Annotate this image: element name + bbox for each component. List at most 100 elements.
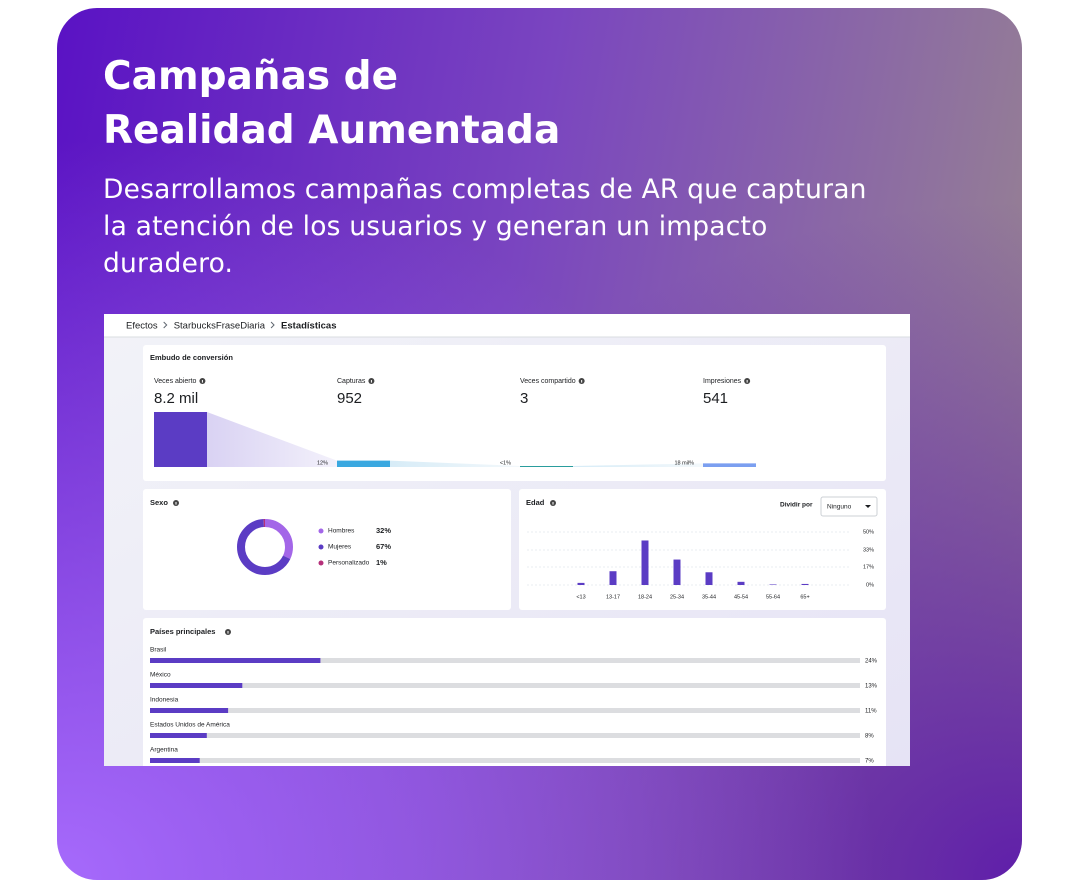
country-value: 24% <box>865 659 878 665</box>
metric-label: Impresiones <box>703 378 742 385</box>
country-name: Indonesia <box>150 697 179 704</box>
split-value[interactable]: Ninguno <box>827 504 852 511</box>
x-tick-label: 13-17 <box>606 594 620 600</box>
age-bar <box>769 584 777 585</box>
breadcrumb-link: StarbucksFraseDiaria <box>174 321 266 332</box>
legend-name: Hombres <box>328 528 355 535</box>
conversion-rate: 18 mil% <box>674 460 694 466</box>
country-track <box>150 758 860 763</box>
age-bar <box>609 571 617 585</box>
screenshot: Efectos StarbucksFraseDiaria Estadísticas E… <box>104 314 910 766</box>
metric-label: Capturas <box>337 378 366 385</box>
legend-dot <box>318 560 324 566</box>
country-track <box>150 658 860 663</box>
title-line: Campañas de <box>103 54 399 99</box>
breadcrumb-bar <box>104 314 910 337</box>
x-tick-label: <13 <box>576 594 585 600</box>
y-tick-label: 17% <box>863 564 874 570</box>
chevron <box>270 321 275 329</box>
age-bar <box>737 581 745 585</box>
donut-segment <box>237 519 293 575</box>
dropdown-caret <box>865 505 871 508</box>
conversion-rate: <1% <box>500 460 511 466</box>
country-bar <box>150 658 321 663</box>
panel-title: Sexo <box>150 498 168 507</box>
country-value: 13% <box>865 684 878 690</box>
legend-value: 67% <box>376 542 391 551</box>
country-value: 11% <box>865 709 877 715</box>
info-icon-mark <box>201 380 203 383</box>
country-name: Brasil <box>150 647 167 654</box>
country-bar <box>150 708 229 713</box>
info-icon-mark <box>370 380 372 383</box>
funnel-bar <box>337 460 390 467</box>
panel-title: Edad <box>526 498 545 507</box>
subtitle-line: duradero. <box>103 248 234 279</box>
age-bar <box>641 540 649 585</box>
info-icon-mark <box>175 502 177 505</box>
country-name: México <box>150 672 171 679</box>
country-name: Estados Unidos de América <box>150 722 230 729</box>
legend-value: 32% <box>376 526 391 535</box>
panel <box>143 618 886 766</box>
info-icon-mark <box>552 502 554 505</box>
split-label: Dividir por <box>780 502 813 509</box>
y-tick-label: 0% <box>866 582 874 588</box>
country-track <box>150 683 860 688</box>
metric-label: Veces abierto <box>154 378 197 385</box>
metric-value: 952 <box>337 390 362 407</box>
conversion-rate: 12% <box>317 460 328 466</box>
country-bar <box>150 758 200 763</box>
age-bar <box>577 582 585 585</box>
legend-dot <box>318 544 324 550</box>
country-bar <box>150 683 243 688</box>
split-dropdown <box>820 496 878 517</box>
chevron <box>163 321 168 329</box>
panel <box>143 489 511 610</box>
panel-title: Embudo de conversión <box>150 353 233 362</box>
legend-name: Mujeres <box>328 544 352 551</box>
legend-value: 1% <box>376 558 387 567</box>
x-tick-label: 65+ <box>800 594 809 600</box>
x-tick-label: 18-24 <box>638 594 652 600</box>
legend-name: Personalizado <box>328 560 370 567</box>
legend-dot <box>318 528 324 534</box>
age-bar <box>801 583 809 585</box>
breadcrumb-link: Efectos <box>126 321 158 332</box>
donut-segment <box>237 519 293 575</box>
title-line: Realidad Aumentada <box>103 108 561 153</box>
x-tick-label: 35-44 <box>702 594 716 600</box>
country-value: 7% <box>865 759 874 765</box>
panel <box>143 345 886 481</box>
metric-value: 8.2 mil <box>154 390 198 407</box>
funnel-flow <box>207 412 337 467</box>
funnel-flow <box>390 460 520 467</box>
breadcrumb-current: Estadísticas <box>281 321 336 332</box>
country-name: Argentina <box>150 747 178 754</box>
funnel-bar <box>154 412 207 467</box>
funnel-bar <box>520 466 573 467</box>
metric-value: 541 <box>703 390 728 407</box>
metric-value: 3 <box>520 390 528 407</box>
funnel-flow <box>573 463 703 467</box>
info-icon-mark <box>746 380 748 383</box>
metric-label: Veces compartido <box>520 378 576 385</box>
y-tick-label: 33% <box>863 547 874 553</box>
x-tick-label: 55-64 <box>766 594 780 600</box>
country-bar <box>150 733 207 738</box>
y-tick-label: 50% <box>863 529 874 535</box>
age-bar <box>705 572 713 585</box>
subtitle-line: Desarrollamos campañas completas de AR q… <box>103 174 867 205</box>
funnel-bar <box>703 463 756 467</box>
panel-title: Países principales <box>150 627 215 636</box>
country-track <box>150 733 860 738</box>
country-value: 8% <box>865 734 874 740</box>
country-track <box>150 708 860 713</box>
x-tick-label: 45-54 <box>734 594 748 600</box>
x-tick-label: 25-34 <box>670 594 684 600</box>
info-icon-mark <box>581 380 583 383</box>
subtitle-line: la atención de los usuarios y generan un… <box>103 211 768 242</box>
info-icon-mark <box>227 631 229 634</box>
